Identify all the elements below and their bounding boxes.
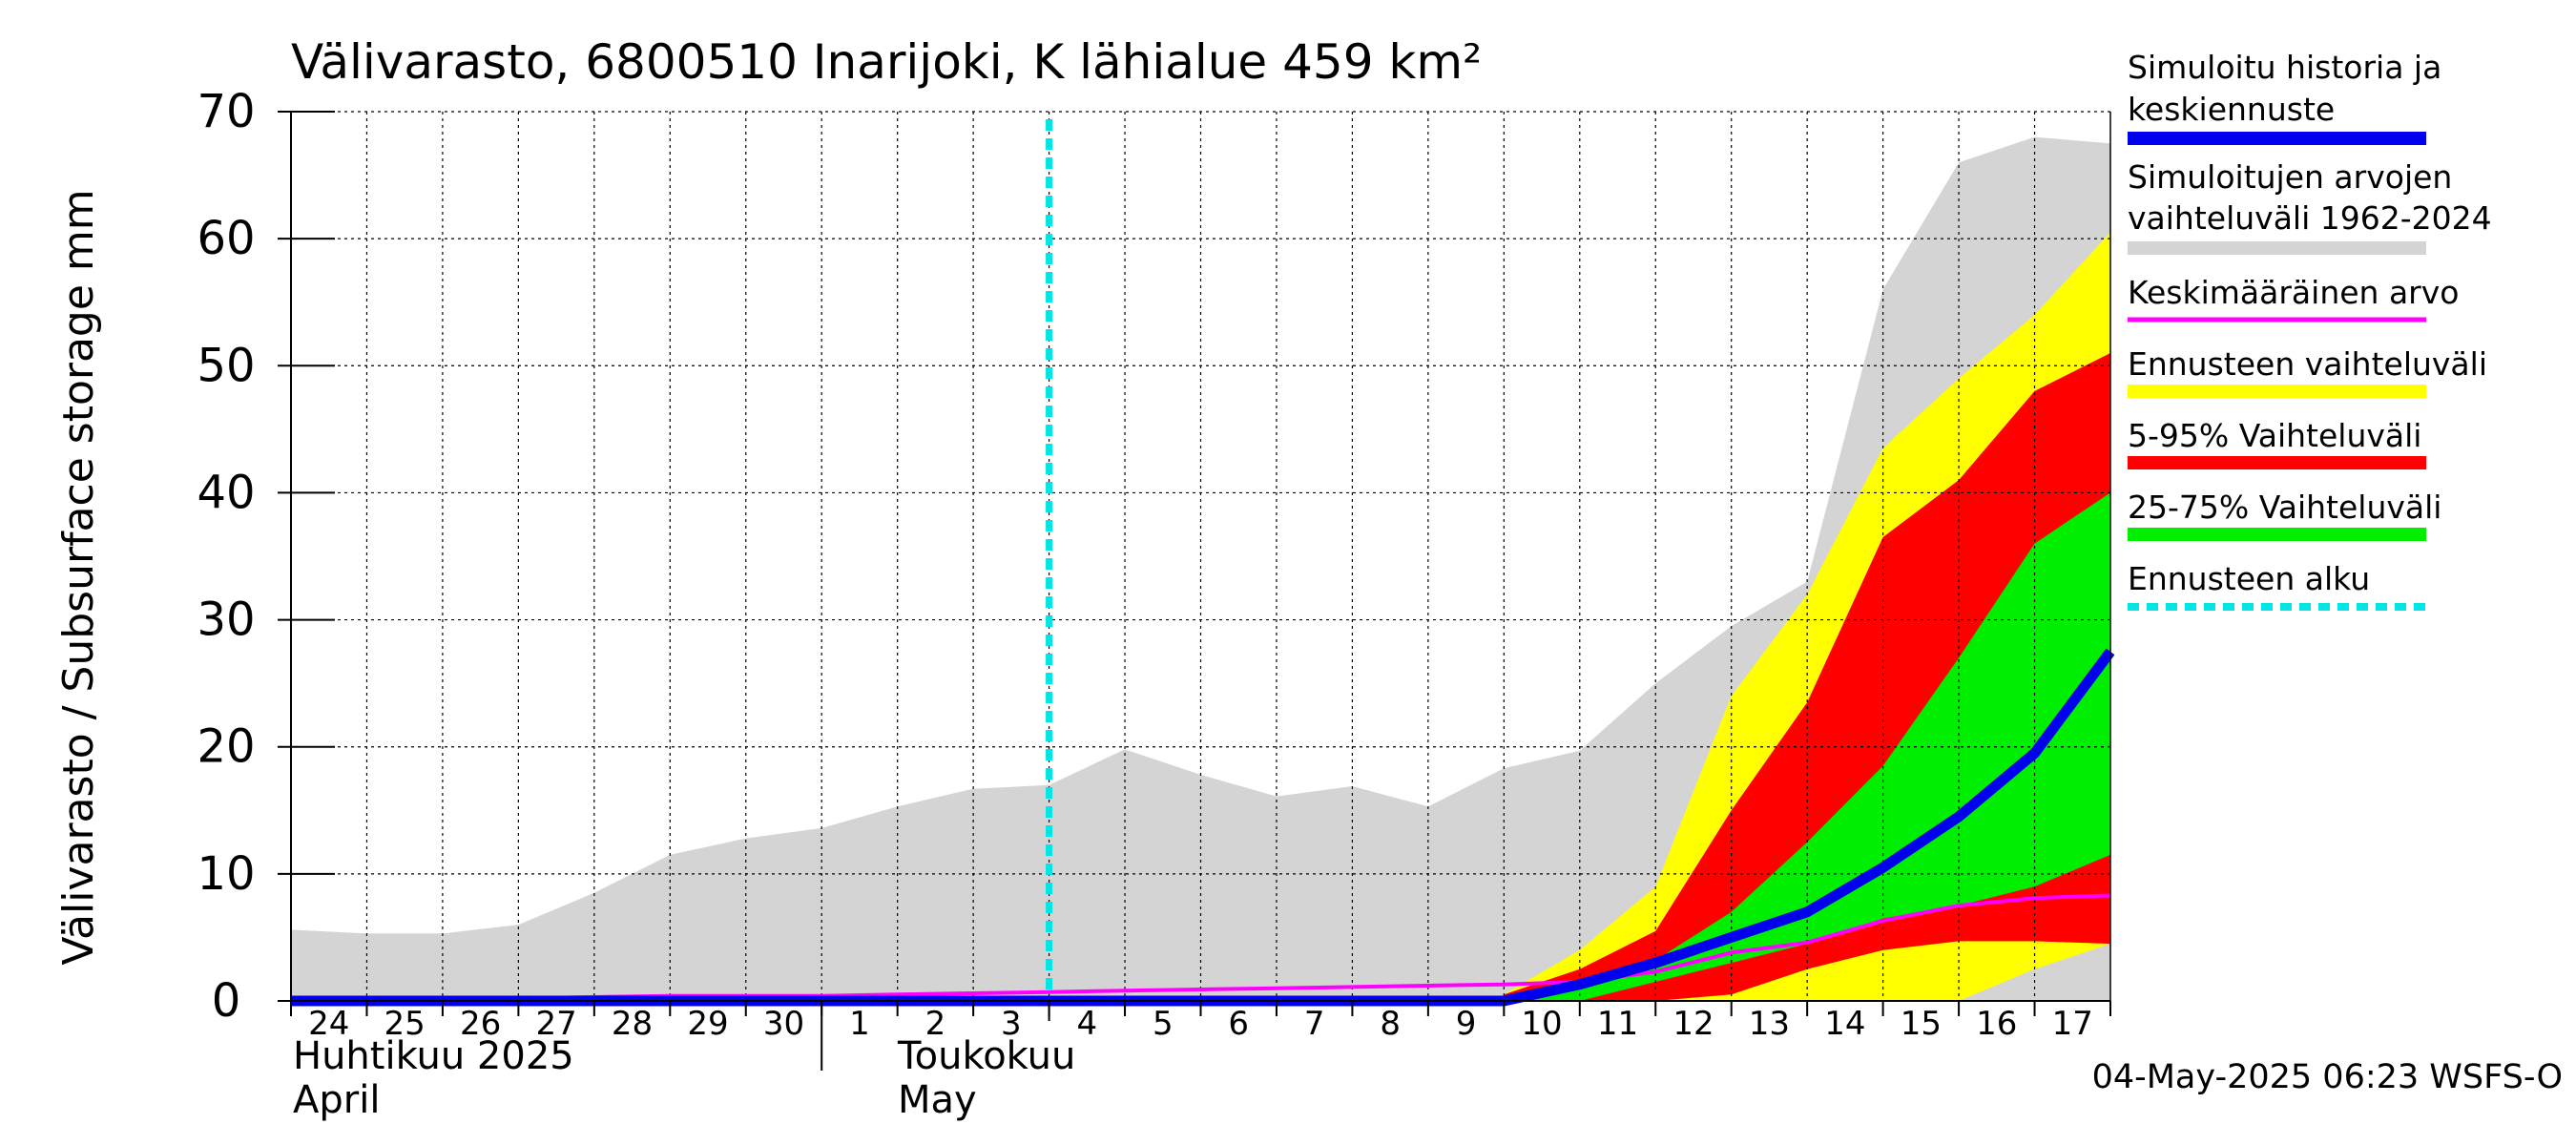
month-label-fi-2: Toukokuu	[897, 1034, 1075, 1078]
month-label-en-2: May	[898, 1078, 977, 1122]
x-tick-label-8: 8	[1380, 1005, 1401, 1043]
x-tick-label-28: 28	[612, 1005, 653, 1043]
y-tick-label-10: 10	[197, 847, 255, 901]
y-tick-label-20: 20	[197, 720, 255, 774]
y-tick-label-0: 0	[212, 974, 241, 1028]
x-tick-label-17: 17	[2052, 1005, 2093, 1043]
legend: Simuloitu historia ja keskiennuste Simuloi…	[2128, 49, 2492, 611]
legend-label-simuloitu-historia-ja-keskiennuste: Simuloitu historia ja keskiennuste	[2128, 49, 2441, 128]
x-tick-label-6: 6	[1228, 1005, 1249, 1043]
x-tick-label-4: 4	[1076, 1005, 1097, 1043]
y-tick-label-30: 30	[197, 593, 255, 647]
legend-label-simuloitujen-arvojen-vaihteluv-li-1962-2024: Simuloitujen arvojen vaihteluväli 1962-20…	[2128, 158, 2492, 237]
x-tick-label-29: 29	[687, 1005, 728, 1043]
month-label-fi-1: Huhtikuu 2025	[293, 1034, 574, 1078]
chart-title: Välivarasto, 6800510 Inarijoki, K lähial…	[291, 34, 1482, 90]
legend-label-25-75-vaihteluv-li: 25-75% Vaihteluväli	[2128, 489, 2441, 526]
x-tick-label-27: 27	[535, 1005, 576, 1043]
x-tick-label-3: 3	[1001, 1005, 1022, 1043]
x-tick-label-24: 24	[308, 1005, 349, 1043]
x-tick-label-26: 26	[460, 1005, 501, 1043]
x-tick-label-15: 15	[1901, 1005, 1942, 1043]
chart-axes	[278, 111, 2111, 1071]
y-tick-label-60: 60	[197, 212, 255, 265]
x-tick-label-12: 12	[1672, 1005, 1714, 1043]
legend-label-keskim-r-inen-arvo: Keskimääräinen arvo	[2128, 274, 2459, 311]
x-tick-label-11: 11	[1597, 1005, 1638, 1043]
x-tick-label-2: 2	[925, 1005, 946, 1043]
y-tick-label-70: 70	[197, 85, 255, 138]
legend-label-5-95-vaihteluv-li: 5-95% Vaihteluväli	[2128, 417, 2421, 454]
x-tick-label-10: 10	[1521, 1005, 1562, 1043]
y-tick-label-50: 50	[197, 339, 255, 392]
x-tick-label-5: 5	[1153, 1005, 1174, 1043]
x-tick-label-30: 30	[763, 1005, 804, 1043]
x-tick-label-14: 14	[1824, 1005, 1865, 1043]
y-tick-label-40: 40	[197, 466, 255, 519]
y-axis-label: Välivarasto / Subsurface storage mm	[54, 189, 103, 965]
month-label-en-1: April	[293, 1078, 380, 1122]
x-tick-label-7: 7	[1304, 1005, 1325, 1043]
x-tick-label-13: 13	[1749, 1005, 1790, 1043]
x-tick-label-16: 16	[1976, 1005, 2017, 1043]
x-tick-label-25: 25	[384, 1005, 426, 1043]
timestamp: 04-May-2025 06:23 WSFS-O	[2092, 1058, 2563, 1096]
x-tick-label-1: 1	[849, 1005, 870, 1043]
legend-label-ennusteen-alku: Ennusteen alku	[2128, 560, 2370, 597]
band-simuloitujen-arvojen-vaihteluv-li-1962-2024	[291, 136, 2110, 1002]
legend-label-ennusteen-vaihteluv-li: Ennusteen vaihteluväli	[2128, 345, 2487, 383]
x-tick-label-9: 9	[1456, 1005, 1477, 1043]
